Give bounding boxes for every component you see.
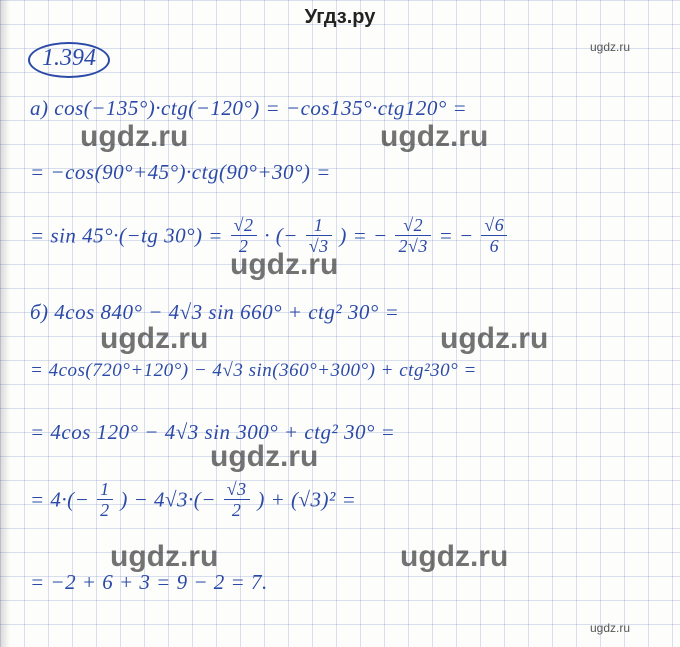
text: = −2 + 6 + 3 = 9 − 2 = 7. bbox=[30, 570, 268, 594]
site-header: Угдз.ру bbox=[0, 6, 680, 29]
fraction: √2 2 bbox=[231, 216, 257, 255]
numerator: 1 bbox=[97, 480, 113, 500]
denominator: 2 bbox=[97, 500, 113, 519]
numerator: √6 bbox=[481, 216, 507, 236]
line-b3: = 4cos 120° − 4√3 sin 300° + ctg² 30° = bbox=[30, 420, 660, 445]
problem-number: 1.394 bbox=[28, 42, 110, 78]
text: ) = − bbox=[339, 223, 387, 247]
numerator: 1 bbox=[306, 216, 332, 236]
numerator: √3 bbox=[224, 480, 250, 500]
text: = sin 45°·(−tg 30°) = bbox=[30, 223, 229, 247]
fraction: 1 √3 bbox=[306, 216, 332, 255]
text: ) + (√3)² = bbox=[257, 487, 356, 511]
fraction: √2 2√3 bbox=[395, 216, 430, 255]
text: a) cos(−135°)·ctg(−120°) = −cos135°·ctg1… bbox=[30, 96, 467, 120]
line-a3: = sin 45°·(−tg 30°) = √2 2 · (− 1 √3 ) =… bbox=[30, 218, 660, 257]
source-label-top: ugdz.ru bbox=[590, 40, 630, 54]
text: · (− bbox=[264, 223, 298, 247]
line-b4: = 4·(− 1 2 ) − 4√3·(− √3 2 ) + (√3)² = bbox=[30, 482, 660, 521]
text: б) 4cos 840° − 4√3 sin 660° + ctg² 30° = bbox=[30, 300, 399, 324]
line-a2: = −cos(90°+45°)·ctg(90°+30°) = bbox=[30, 160, 660, 185]
denominator: 2√3 bbox=[395, 236, 430, 255]
line-b5: = −2 + 6 + 3 = 9 − 2 = 7. bbox=[30, 570, 660, 595]
text: = 4·(− bbox=[30, 487, 89, 511]
numerator: √2 bbox=[231, 216, 257, 236]
source-label-bottom: ugdz.ru bbox=[590, 621, 630, 635]
line-a1: a) cos(−135°)·ctg(−120°) = −cos135°·ctg1… bbox=[30, 96, 660, 121]
numerator: √2 bbox=[395, 216, 430, 236]
line-b1: б) 4cos 840° − 4√3 sin 660° + ctg² 30° = bbox=[30, 300, 660, 325]
denominator: 6 bbox=[481, 236, 507, 255]
fraction: √3 2 bbox=[224, 480, 250, 519]
denominator: √3 bbox=[306, 236, 332, 255]
fraction: 1 2 bbox=[97, 480, 113, 519]
text: = −cos(90°+45°)·ctg(90°+30°) = bbox=[30, 160, 331, 184]
page-shadow bbox=[0, 0, 10, 647]
fraction: √6 6 bbox=[481, 216, 507, 255]
text: ) − 4√3·(− bbox=[120, 487, 216, 511]
denominator: 2 bbox=[231, 236, 257, 255]
text: = − bbox=[439, 223, 474, 247]
line-b2: = 4cos(720°+120°) − 4√3 sin(360°+300°) +… bbox=[30, 360, 660, 382]
denominator: 2 bbox=[224, 500, 250, 519]
text: = 4cos(720°+120°) − 4√3 sin(360°+300°) +… bbox=[30, 360, 477, 381]
text: = 4cos 120° − 4√3 sin 300° + ctg² 30° = bbox=[30, 420, 395, 444]
